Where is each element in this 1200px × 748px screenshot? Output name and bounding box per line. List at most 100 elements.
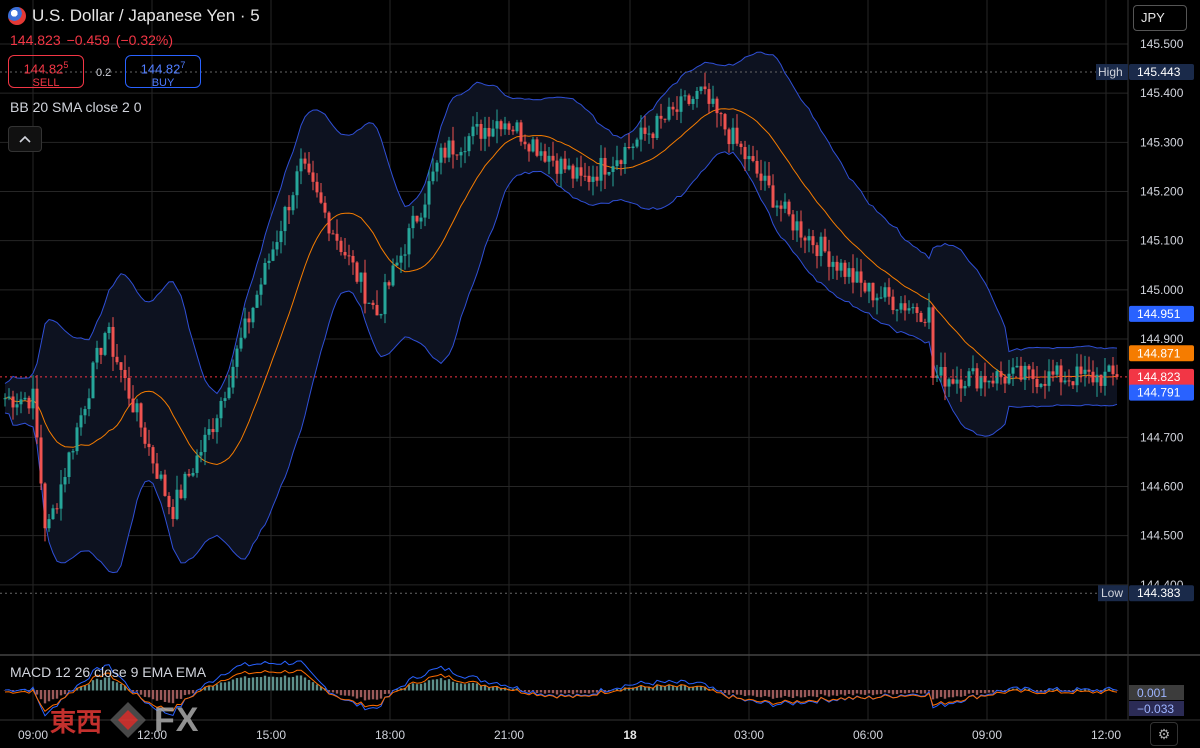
time-tick-label: 06:00	[853, 728, 883, 742]
macd-histogram-bar	[787, 690, 791, 697]
bb-indicator-label[interactable]: BB 20 SMA close 2 0	[10, 99, 142, 115]
macd-histogram-bar	[135, 690, 139, 692]
macd-histogram-bar	[183, 690, 187, 696]
macd-histogram-bar	[1087, 689, 1091, 691]
macd-histogram-bar	[191, 690, 195, 694]
candle-body	[623, 147, 627, 165]
macd-histogram-bar	[847, 690, 851, 694]
macd-histogram-bar	[827, 690, 831, 697]
candle-body	[235, 348, 239, 367]
candle-body	[299, 158, 303, 172]
candle-body	[43, 483, 47, 529]
macd-histogram-bar	[871, 690, 875, 696]
candle-body	[947, 379, 951, 387]
candle-body	[1107, 365, 1111, 372]
collapse-indicators-button[interactable]	[8, 126, 42, 152]
candle-body	[251, 307, 255, 323]
macd-histogram-bar	[235, 678, 239, 691]
candle-body	[55, 508, 59, 510]
candle-body	[255, 294, 259, 308]
macd-histogram-bar	[379, 690, 383, 699]
macd-histogram-bar	[1103, 689, 1107, 691]
candle-body	[351, 255, 355, 263]
candle-body	[687, 95, 691, 104]
macd-histogram-bar	[803, 690, 807, 698]
candle-body	[463, 151, 467, 153]
macd-histogram-bar	[575, 690, 579, 693]
macd-histogram-bar	[47, 690, 51, 702]
macd-histogram-bar	[839, 690, 843, 695]
candle-body	[379, 314, 383, 316]
macd-histogram-bar	[627, 687, 631, 691]
candle-body	[827, 251, 831, 267]
macd-histogram-bar	[615, 689, 619, 691]
candle-body	[555, 160, 559, 174]
candle-body	[739, 143, 743, 148]
macd-histogram-bar	[683, 685, 687, 691]
candle-body	[15, 404, 19, 408]
macd-histogram-bar	[567, 690, 571, 693]
candle-body	[551, 155, 555, 161]
macd-histogram-bar	[279, 677, 283, 691]
macd-histogram-bar	[251, 677, 255, 691]
candle-body	[579, 167, 583, 176]
candle-body	[439, 147, 443, 163]
candle-body	[847, 268, 851, 277]
candle-body	[195, 455, 199, 473]
candle-body	[151, 447, 155, 464]
candle-body	[267, 260, 271, 263]
candle-body	[535, 139, 539, 156]
candle-body	[783, 201, 787, 209]
candle-body	[627, 147, 631, 149]
symbol-title: U.S. Dollar / Japanese Yen · 5	[32, 6, 260, 25]
candle-body	[743, 147, 747, 160]
candle-body	[1019, 365, 1023, 380]
sell-button[interactable]: 144.825 SELL	[8, 55, 84, 89]
macd-histogram-bar	[207, 685, 211, 691]
macd-histogram-bar	[503, 687, 507, 691]
sell-price-pip: 5	[63, 60, 69, 70]
price-tick-label: 145.400	[1140, 86, 1184, 100]
symbol-header[interactable]: U.S. Dollar / Japanese Yen · 5	[8, 6, 260, 26]
macd-histogram-bar	[259, 677, 263, 691]
macd-histogram-bar	[175, 690, 179, 699]
macd-histogram-bar	[807, 690, 811, 697]
macd-value-tag: 0.001	[1137, 686, 1167, 700]
candle-body	[455, 154, 459, 156]
candle-body	[1103, 371, 1107, 386]
macd-histogram-bar	[359, 690, 363, 698]
candle-body	[1095, 374, 1099, 383]
candle-body	[107, 326, 111, 334]
macd-histogram-bar	[771, 690, 775, 699]
bb-band-fill	[5, 52, 1117, 573]
candle-body	[395, 262, 399, 266]
watermark-jp-text: 東西	[50, 706, 103, 737]
candle-body	[923, 321, 927, 323]
candle-body	[719, 113, 723, 115]
bb-lower-tag: 144.791	[1137, 386, 1181, 400]
macd-histogram-bar	[159, 690, 163, 700]
settings-gear-icon[interactable]: ⚙	[1150, 722, 1178, 746]
macd-histogram-bar	[1063, 690, 1067, 691]
currency-selector[interactable]: JPY	[1133, 5, 1187, 31]
macd-histogram-bar	[739, 690, 743, 695]
candle-body	[939, 367, 943, 376]
macd-indicator-label[interactable]: MACD 12 26 close 9 EMA EMA	[10, 664, 207, 680]
macd-histogram-bar	[543, 690, 547, 694]
macd-histogram-bar	[203, 686, 207, 691]
macd-histogram-bar	[447, 679, 451, 691]
candle-body	[31, 388, 35, 409]
macd-histogram-bar	[559, 690, 563, 693]
macd-histogram-bar	[583, 690, 587, 693]
candle-body	[671, 106, 675, 110]
macd-histogram-bar	[879, 690, 883, 694]
buy-button[interactable]: 144.827 BUY	[125, 55, 201, 89]
price-change: −0.459	[66, 32, 110, 48]
macd-histogram-bar	[67, 690, 71, 692]
candle-body	[287, 206, 291, 211]
macd-histogram-bar	[523, 690, 527, 692]
macd-histogram-bar	[579, 690, 583, 694]
macd-histogram-bar	[431, 679, 435, 691]
candle-body	[895, 309, 899, 311]
